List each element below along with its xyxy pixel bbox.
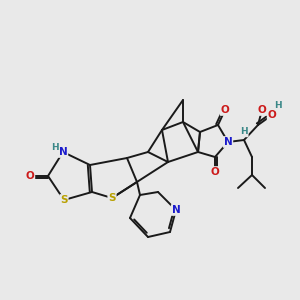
Text: O: O (211, 167, 219, 177)
Text: H: H (240, 128, 248, 136)
Text: N: N (224, 137, 232, 147)
Text: O: O (258, 105, 266, 115)
Text: S: S (108, 193, 116, 203)
Text: H: H (51, 142, 59, 152)
Text: O: O (26, 171, 34, 181)
Text: S: S (60, 195, 68, 205)
Text: O: O (268, 110, 276, 120)
Text: O: O (220, 105, 230, 115)
Text: H: H (274, 100, 282, 109)
Text: N: N (172, 205, 180, 215)
Text: N: N (58, 147, 68, 157)
